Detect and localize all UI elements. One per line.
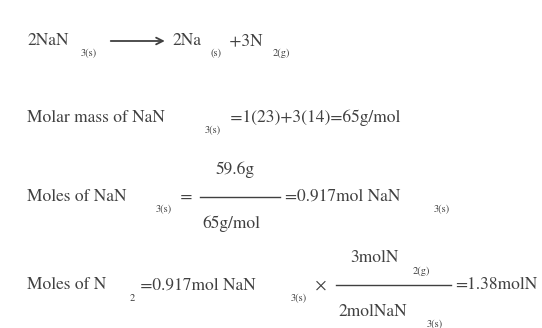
- Text: 3molN: 3molN: [351, 251, 399, 266]
- Text: (s): (s): [210, 49, 222, 58]
- Text: Moles of N: Moles of N: [27, 277, 106, 293]
- Text: 59.6g: 59.6g: [215, 162, 254, 178]
- Text: 2(g): 2(g): [273, 49, 291, 58]
- Text: 3(s): 3(s): [205, 126, 221, 135]
- Text: 3(s): 3(s): [291, 293, 307, 303]
- Text: 3(s): 3(s): [81, 49, 97, 58]
- Text: =: =: [176, 189, 192, 205]
- Text: +3N: +3N: [224, 33, 262, 49]
- Text: 3(s): 3(s): [427, 320, 443, 328]
- Text: 2molNaN: 2molNaN: [339, 304, 407, 320]
- Text: =1.38molN: =1.38molN: [455, 277, 537, 293]
- Text: 3(s): 3(s): [434, 204, 450, 214]
- Text: =0.917mol NaN: =0.917mol NaN: [136, 277, 256, 293]
- Text: 2(g): 2(g): [413, 266, 430, 276]
- Text: =1(23)+3(14)=65g/mol: =1(23)+3(14)=65g/mol: [226, 110, 400, 126]
- Text: 2: 2: [130, 293, 134, 303]
- Text: ×: ×: [312, 277, 327, 293]
- Text: Molar mass of NaN: Molar mass of NaN: [27, 110, 165, 126]
- Text: 2Na: 2Na: [173, 33, 202, 49]
- Text: Moles of NaN: Moles of NaN: [27, 189, 127, 205]
- Text: 3(s): 3(s): [156, 204, 172, 214]
- Text: 65g/mol: 65g/mol: [203, 215, 261, 232]
- Text: =0.917mol NaN: =0.917mol NaN: [285, 189, 400, 205]
- Text: 2NaN: 2NaN: [27, 33, 69, 49]
